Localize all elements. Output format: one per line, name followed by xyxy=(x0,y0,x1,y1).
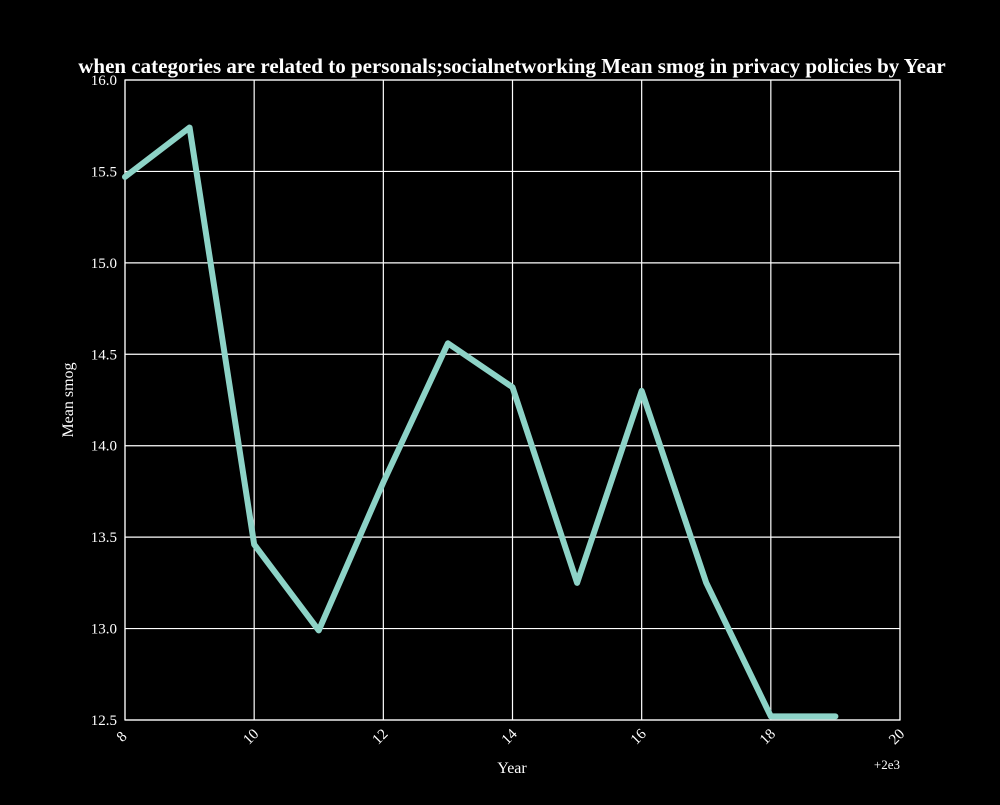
series-layer xyxy=(122,124,839,720)
series-line xyxy=(122,124,839,720)
y-axis-label: Mean smog xyxy=(60,362,77,437)
chart-title: when categories are related to personals… xyxy=(78,54,946,78)
y-tick-label: 13.5 xyxy=(91,530,117,546)
plot-frame xyxy=(124,79,901,721)
y-tick-label: 14.5 xyxy=(91,347,117,363)
y-tick-label: 14.0 xyxy=(91,439,117,455)
y-tick-label: 15.5 xyxy=(91,164,117,180)
y-tick-label: 13.0 xyxy=(91,622,117,638)
y-tick-label: 12.5 xyxy=(91,713,117,729)
x-offset-label: +2e3 xyxy=(874,757,900,772)
y-tick-labels: 12.5 13.0 13.5 14.0 14.5 15.0 15.5 16.0 xyxy=(91,73,117,729)
x-axis-label: Year xyxy=(497,760,527,777)
y-tick-label: 15.0 xyxy=(91,256,117,272)
y-tick-label: 16.0 xyxy=(91,73,117,89)
